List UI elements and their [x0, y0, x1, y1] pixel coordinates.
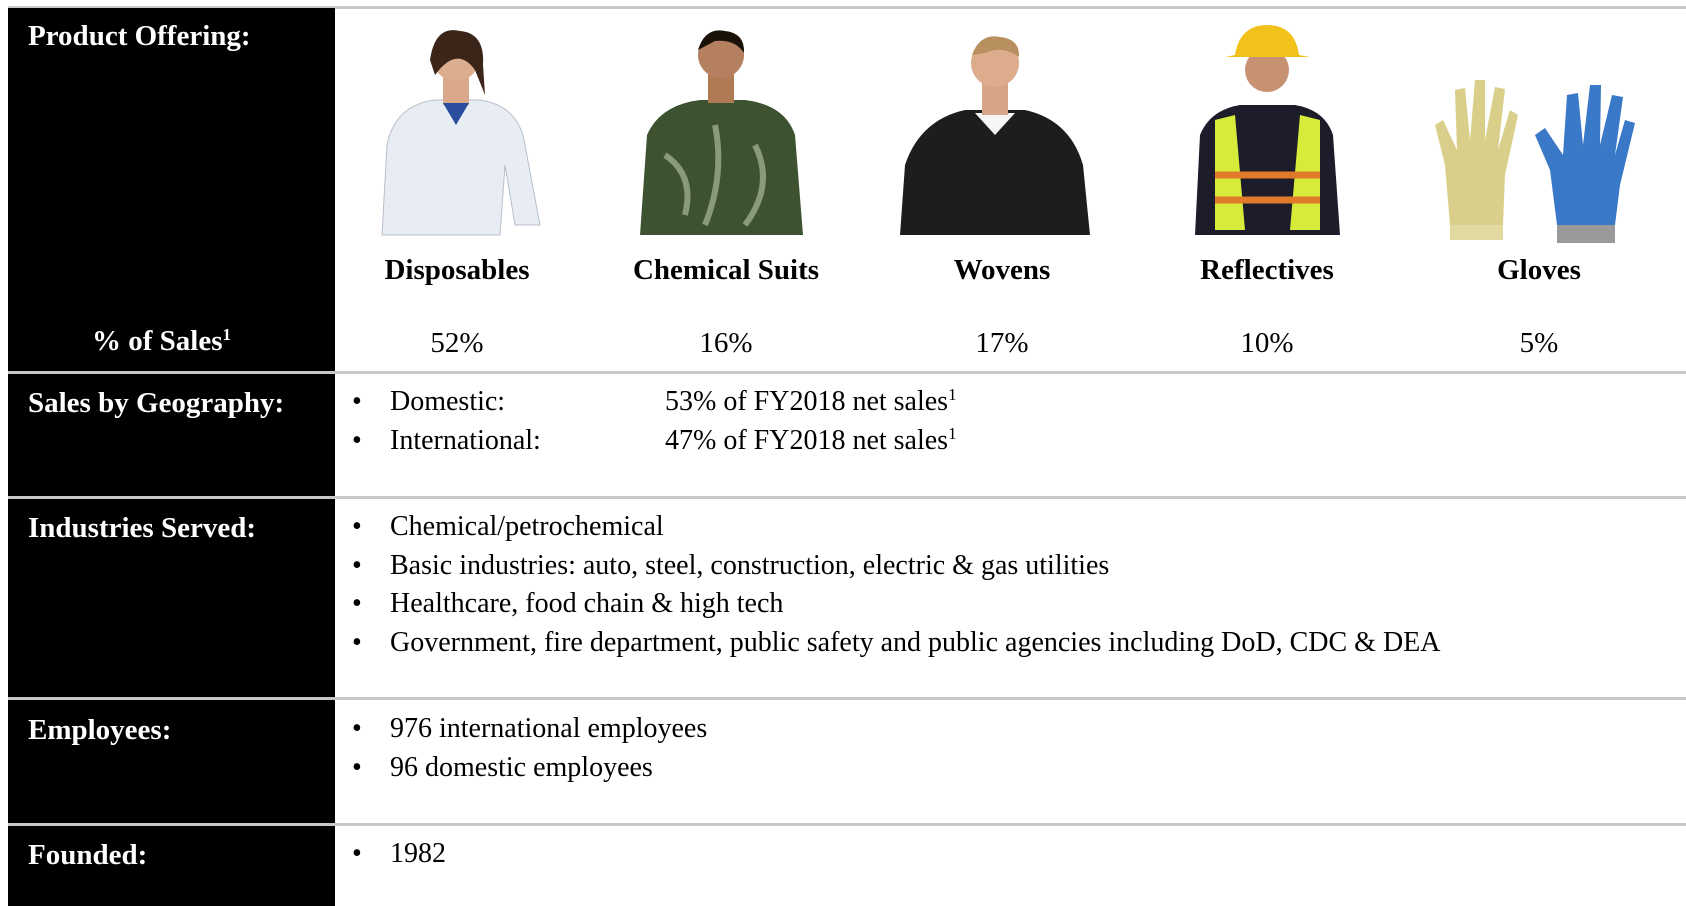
product-image: [1435, 80, 1635, 243]
product-name: Gloves: [1497, 254, 1581, 286]
product-image: [640, 30, 803, 235]
bullet: •: [352, 386, 362, 417]
sales-share: 10%: [1240, 327, 1294, 359]
bullet-text: 1982: [390, 838, 446, 869]
product-image: [900, 36, 1090, 235]
product-name: Disposables: [384, 254, 530, 286]
product-image: [1195, 25, 1340, 235]
top-border: [8, 6, 1686, 9]
row-separator: [8, 496, 1686, 499]
share-text: 47% of FY2018 net sales: [665, 424, 949, 456]
product-image: [381, 30, 541, 236]
region: International:: [390, 424, 541, 456]
product-name: Reflectives: [1200, 254, 1334, 286]
row-label: Employees:: [28, 714, 172, 746]
row-separator: [8, 697, 1686, 700]
product-name: Wovens: [953, 254, 1051, 286]
bullet: •: [352, 627, 362, 659]
bullet: •: [352, 424, 362, 456]
row-label: % of Sales1: [92, 325, 231, 358]
bullet-text: Chemical/petrochemical: [390, 511, 664, 542]
region: Domestic:: [390, 386, 506, 417]
bullet: •: [352, 549, 362, 581]
bullet-text: 976 international employees: [390, 713, 708, 744]
product-name: Chemical Suits: [632, 254, 820, 286]
row-label: Founded:: [28, 839, 148, 871]
bullet-text: 96 domestic employees: [390, 751, 653, 783]
row-label: Sales by Geography:: [28, 387, 285, 419]
bullet: •: [352, 838, 362, 869]
row-label: Industries Served:: [28, 512, 256, 544]
bullet-text: Government, fire department, public safe…: [390, 627, 1441, 659]
sales-share: 17%: [975, 327, 1029, 359]
bullet-text: Healthcare, food chain & high tech: [390, 588, 784, 620]
region-share: 47% of FY2018 net sales1: [665, 425, 957, 457]
bullet: •: [352, 588, 362, 620]
bullet: •: [352, 751, 362, 783]
bullet: •: [352, 511, 362, 542]
bullet-text: Basic industries: auto, steel, construct…: [390, 549, 1110, 581]
label-text: % of Sales: [92, 325, 223, 357]
footnote-mark: 1: [948, 423, 957, 443]
sales-share: 16%: [699, 327, 753, 359]
sales-share: 52%: [430, 327, 484, 359]
footnote-mark: 1: [948, 385, 957, 404]
row-separator: [8, 823, 1686, 826]
label-column: [8, 8, 335, 906]
bullet: •: [352, 713, 362, 744]
sales-share: 5%: [1519, 327, 1559, 359]
footnote-mark: 1: [222, 325, 232, 344]
row-label: Product Offering:: [28, 20, 251, 52]
share-text: 53% of FY2018 net sales: [665, 386, 949, 417]
product-images: [381, 25, 1635, 243]
region-share: 53% of FY2018 net sales1: [665, 386, 957, 418]
row-separator: [8, 371, 1686, 374]
